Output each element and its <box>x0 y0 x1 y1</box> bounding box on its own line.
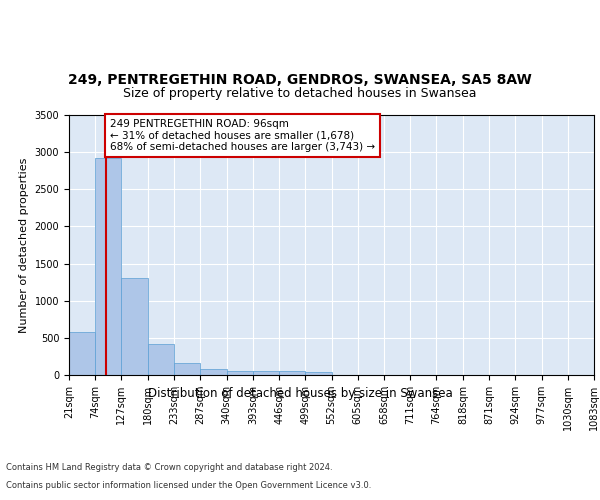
Bar <box>121 278 148 375</box>
Bar <box>200 368 227 375</box>
Bar <box>227 370 253 375</box>
Text: 249 PENTREGETHIN ROAD: 96sqm
← 31% of detached houses are smaller (1,678)
68% of: 249 PENTREGETHIN ROAD: 96sqm ← 31% of de… <box>110 118 375 152</box>
Bar <box>279 372 305 375</box>
Text: Contains HM Land Registry data © Crown copyright and database right 2024.: Contains HM Land Registry data © Crown c… <box>6 464 332 472</box>
Text: Distribution of detached houses by size in Swansea: Distribution of detached houses by size … <box>148 388 452 400</box>
Bar <box>95 158 121 375</box>
Text: 249, PENTREGETHIN ROAD, GENDROS, SWANSEA, SA5 8AW: 249, PENTREGETHIN ROAD, GENDROS, SWANSEA… <box>68 74 532 88</box>
Text: Size of property relative to detached houses in Swansea: Size of property relative to detached ho… <box>123 87 477 100</box>
Bar <box>174 364 200 375</box>
Text: Contains public sector information licensed under the Open Government Licence v3: Contains public sector information licen… <box>6 481 371 490</box>
Bar <box>69 332 95 375</box>
Bar <box>148 344 174 375</box>
Bar <box>305 372 331 375</box>
Bar <box>253 371 279 375</box>
Y-axis label: Number of detached properties: Number of detached properties <box>19 158 29 332</box>
